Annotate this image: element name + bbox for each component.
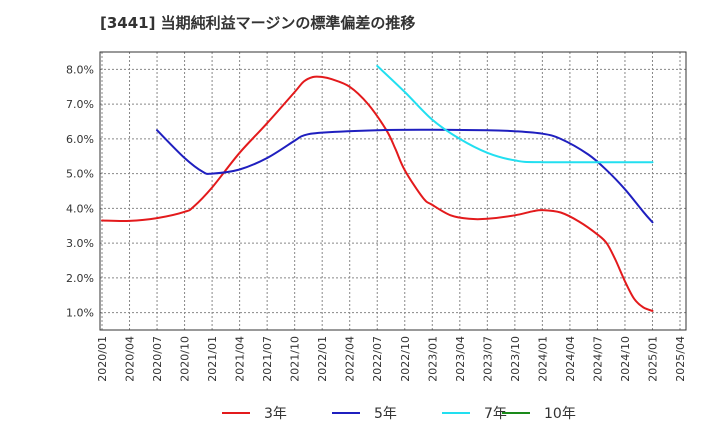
y-tick-label: 5.0%	[66, 168, 94, 181]
x-tick-label: 2022/10	[399, 336, 412, 382]
series-line-1	[156, 128, 654, 224]
legend-label-2: 7年	[484, 406, 507, 422]
y-tick-label: 4.0%	[66, 202, 94, 215]
y-tick-label: 2.0%	[66, 272, 94, 285]
y-tick-label: 3.0%	[66, 237, 94, 250]
x-tick-label: 2025/04	[674, 336, 687, 382]
legend-label-0: 3年	[264, 406, 287, 422]
x-tick-label: 2025/01	[646, 336, 659, 382]
legend-label-1: 5年	[374, 406, 397, 422]
x-tick-label: 2023/10	[509, 336, 522, 382]
y-tick-label: 8.0%	[66, 63, 94, 76]
x-tick-label: 2022/04	[344, 336, 357, 382]
x-tick-label: 2023/04	[454, 336, 467, 382]
x-tick-label: 2020/10	[179, 336, 192, 382]
series-line-2	[376, 64, 654, 164]
y-tick-label: 1.0%	[66, 307, 94, 320]
x-tick-label: 2020/01	[96, 336, 109, 382]
x-tick-label: 2021/04	[234, 336, 247, 382]
x-tick-label: 2024/07	[591, 336, 604, 382]
x-tick-label: 2021/01	[206, 336, 219, 382]
x-tick-label: 2020/07	[151, 336, 164, 382]
chart-title: [3441] 当期純利益マージンの標準偏差の推移	[100, 14, 416, 32]
x-tick-label: 2023/07	[481, 336, 494, 382]
x-tick-label: 2024/01	[536, 336, 549, 382]
x-tick-label: 2024/04	[564, 336, 577, 382]
x-tick-label: 2021/07	[261, 336, 274, 382]
x-tick-label: 2024/10	[619, 336, 632, 382]
x-tick-label: 2022/01	[316, 336, 329, 382]
y-tick-label: 7.0%	[66, 98, 94, 111]
x-tick-label: 2023/01	[426, 336, 439, 382]
legend-label-3: 10年	[544, 406, 576, 422]
plot-frame	[99, 51, 687, 331]
series-line-0	[101, 75, 654, 312]
y-tick-label: 6.0%	[66, 133, 94, 146]
x-tick-label: 2022/07	[371, 336, 384, 382]
x-tick-label: 2020/04	[124, 336, 137, 382]
x-tick-label: 2021/10	[289, 336, 302, 382]
